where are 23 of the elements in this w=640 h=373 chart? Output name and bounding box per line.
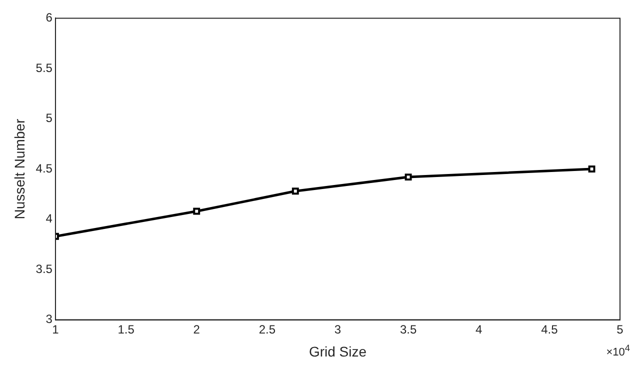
- y-tick-label: 3: [46, 312, 53, 326]
- x-tick-label: 2: [193, 322, 200, 336]
- y-tick-label: 4: [46, 212, 53, 226]
- y-tick-label: 4.5: [36, 161, 53, 176]
- point: [292, 188, 299, 195]
- x-tick-label: 4.5: [541, 322, 558, 336]
- y-tick-label: 5: [46, 111, 53, 126]
- point: [404, 174, 412, 181]
- text: ×10$^{4}$: [606, 343, 630, 359]
- x-tick-label: 1: [52, 322, 60, 336]
- x-tick-label: 1.5: [118, 322, 135, 336]
- x-tick-label: 2.5: [258, 322, 276, 336]
- y-tick-label: 6: [46, 10, 53, 25]
- y-axis-title: Nusselt Number: [11, 118, 28, 220]
- x-axis-title: Grid Size: [308, 343, 367, 360]
- x-tick-label: 3.5: [400, 322, 417, 336]
- point: [588, 166, 596, 172]
- point: [193, 208, 200, 215]
- x-tick-label: 5: [616, 322, 624, 336]
- x-tick-label: 3: [334, 322, 342, 336]
- y-tick-label: 3.5: [36, 262, 53, 276]
- y-tick-label: 5.5: [36, 60, 53, 75]
- x-tick-label: 4: [476, 322, 483, 336]
